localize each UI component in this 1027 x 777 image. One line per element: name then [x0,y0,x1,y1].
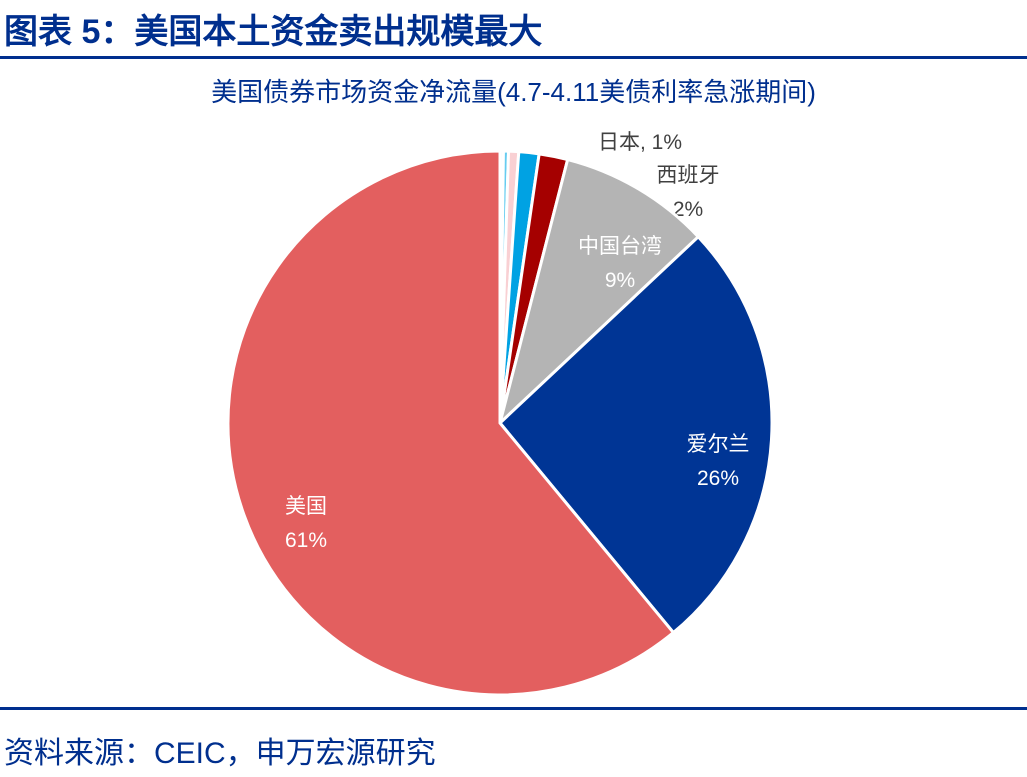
data-label-name: 美国 [285,495,327,518]
pie-slice-美国 [226,149,676,697]
data-label-name: 爱尔兰 [687,433,750,456]
pie-slice-爱尔兰 [497,234,774,635]
data-label-pct: 9% [605,269,635,292]
bottom-rule [0,707,1027,710]
pie-slice-中国台湾 [497,157,701,428]
data-label-pct: 2% [673,198,703,221]
top-rule [0,56,1027,59]
data-label-name: 中国台湾 [578,235,662,258]
data-label-pct: 26% [697,467,739,490]
figure-title: 图表 5：美国本土资金卖出规模最大 [4,13,543,51]
data-label-pct: 61% [285,529,327,552]
source-note: 资料来源：CEIC，申万宏源研究 [4,737,436,770]
chart-title: 美国债券市场资金净流量(4.7-4.11美债利率急涨期间) [211,77,816,107]
data-label-name: 日本, 1% [598,131,682,154]
data-label-name: 西班牙 [657,164,720,187]
